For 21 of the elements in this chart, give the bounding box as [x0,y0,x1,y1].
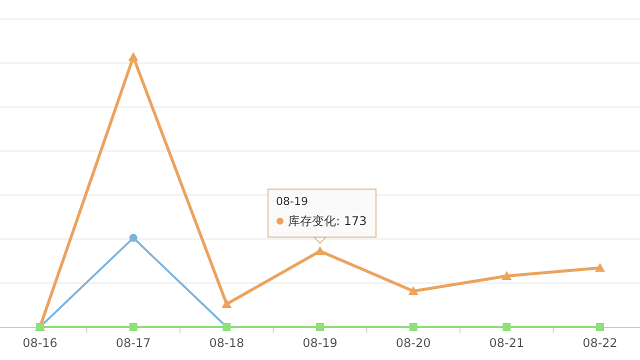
point [128,52,138,61]
point [502,270,512,280]
point [409,323,418,331]
tooltip: 08-19 库存变化: 173 [268,188,376,244]
x-tick-label: 08-19 [302,336,338,350]
x-tick-label: 08-21 [489,336,524,350]
x-tick-label: 08-18 [209,336,244,350]
point [129,234,138,242]
annotation: 08-19 库存变化: 173 [276,195,367,228]
point [222,299,232,308]
point [596,323,604,331]
x-tick-label: 08-16 [22,336,58,350]
point [315,246,325,256]
point [595,262,605,272]
point [129,323,138,331]
point [316,323,324,331]
x-tick-label: 08-17 [116,336,151,350]
point [502,323,511,331]
x-tick-label: 08-22 [582,336,618,350]
point [408,286,418,296]
x-tick-label: 08-20 [396,336,431,350]
